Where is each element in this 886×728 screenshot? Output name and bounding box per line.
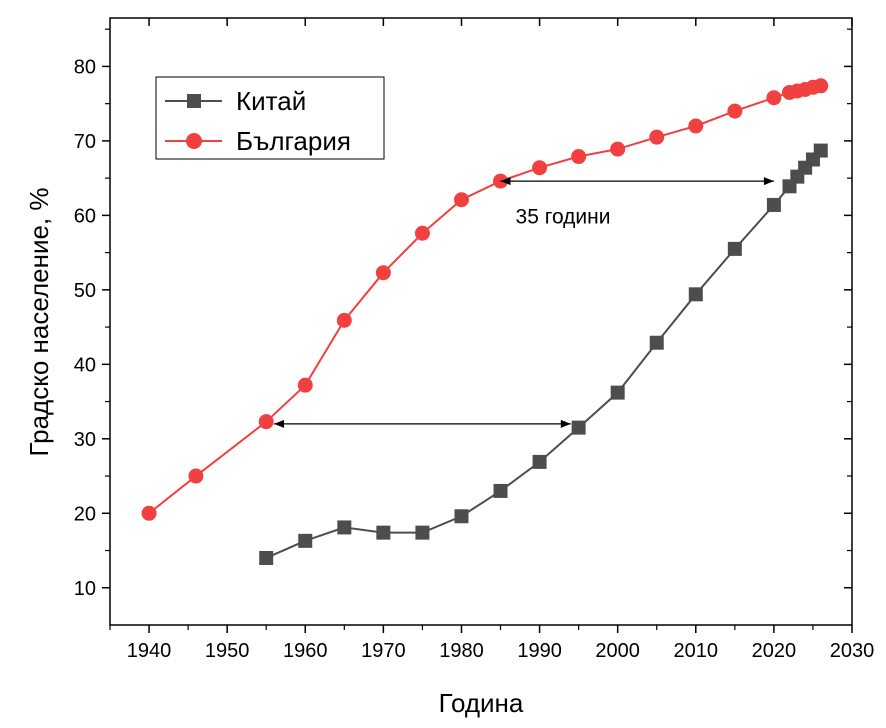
data-point-china <box>610 385 625 400</box>
data-point-bulgaria <box>297 377 313 393</box>
legend-marker-china <box>187 94 201 108</box>
x-tick-label: 1940 <box>127 640 172 662</box>
data-point-bulgaria <box>813 78 829 94</box>
x-tick-label: 1970 <box>361 640 406 662</box>
legend-marker-bulgaria <box>186 133 202 149</box>
data-point-china <box>571 420 586 435</box>
y-tick-label: 80 <box>74 56 96 78</box>
data-point-bulgaria <box>336 312 352 328</box>
data-point-bulgaria <box>727 103 743 119</box>
data-point-bulgaria <box>532 160 548 176</box>
y-tick-label: 70 <box>74 131 96 153</box>
x-tick-label: 1980 <box>439 640 484 662</box>
data-point-bulgaria <box>571 149 587 165</box>
x-tick-label: 1950 <box>205 640 250 662</box>
data-point-china <box>493 483 508 498</box>
annotation-label: 35 години <box>516 205 611 228</box>
data-point-bulgaria <box>375 265 391 281</box>
data-point-china <box>454 509 469 524</box>
data-point-china <box>766 197 781 212</box>
data-point-china <box>532 454 547 469</box>
x-tick-label: 1960 <box>283 640 328 662</box>
x-tick-label: 2010 <box>674 640 719 662</box>
x-tick-label: 2030 <box>830 640 875 662</box>
data-point-bulgaria <box>766 90 782 106</box>
data-point-bulgaria <box>258 414 274 430</box>
x-tick-label: 1990 <box>517 640 562 662</box>
y-tick-label: 30 <box>74 429 96 451</box>
data-point-china <box>727 241 742 256</box>
legend-label-china: Китай <box>236 86 306 116</box>
data-point-bulgaria <box>188 468 204 484</box>
y-axis-label: Градско население, % <box>24 187 54 456</box>
x-tick-label: 2000 <box>595 640 640 662</box>
plot-frame <box>109 17 853 626</box>
x-tick-label: 2020 <box>752 640 797 662</box>
y-tick-label: 50 <box>74 280 96 302</box>
data-point-bulgaria <box>610 141 626 157</box>
y-tick-label: 40 <box>74 354 96 376</box>
y-tick-label: 20 <box>74 503 96 525</box>
data-point-china <box>259 550 274 565</box>
legend-label-bulgaria: България <box>236 126 351 156</box>
y-tick-label: 60 <box>74 205 96 227</box>
legend: Китай България <box>155 76 385 160</box>
data-point-china <box>813 143 828 158</box>
data-point-china <box>376 525 391 540</box>
data-point-bulgaria <box>649 129 665 145</box>
data-point-bulgaria <box>688 118 704 134</box>
data-point-china <box>688 287 703 302</box>
y-tick-label: 10 <box>74 578 96 600</box>
data-point-china <box>649 335 664 350</box>
data-point-bulgaria <box>414 225 430 241</box>
x-axis-label: Година <box>439 688 524 718</box>
data-point-bulgaria <box>453 192 469 208</box>
data-point-bulgaria <box>141 505 157 521</box>
data-point-china <box>337 520 352 535</box>
data-point-china <box>298 533 313 548</box>
data-point-china <box>415 525 430 540</box>
